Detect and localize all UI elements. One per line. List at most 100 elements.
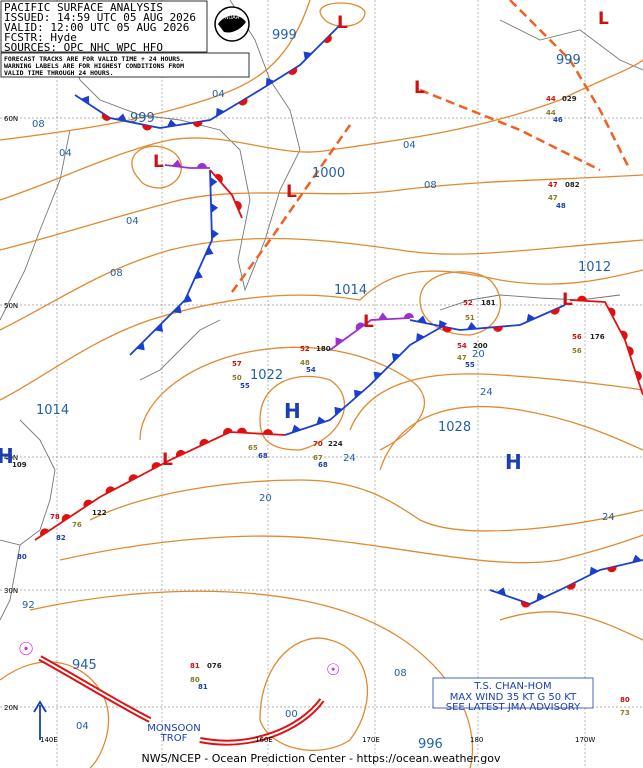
- front-triangle: [335, 337, 344, 346]
- isobar-label: 00: [285, 709, 298, 720]
- front-semicircle: [323, 34, 332, 44]
- pressure-label: 996: [418, 737, 443, 752]
- front-triangle: [80, 95, 90, 105]
- front-semicircle: [175, 449, 186, 458]
- pressure-label: 1000: [312, 166, 345, 181]
- grid-label: 170W: [575, 736, 595, 744]
- station-value: 55: [465, 361, 475, 369]
- front-triangle: [536, 592, 546, 602]
- front-triangle: [334, 406, 343, 416]
- front-semicircle: [287, 67, 298, 75]
- station-value: 81: [190, 662, 200, 670]
- header-line: PACIFIC SURFACE ANALYSIS: [4, 1, 163, 14]
- station-value: 52: [463, 299, 473, 307]
- isobar-label: 20: [259, 493, 272, 504]
- station-value: 76: [72, 521, 82, 529]
- monsoon-trough-inner: [39, 657, 151, 721]
- front-triangle: [183, 293, 193, 303]
- isobar-label: 04: [76, 721, 89, 732]
- front-triangle: [303, 51, 313, 61]
- pressure-label: 1022: [250, 368, 283, 383]
- front-triangle: [216, 107, 225, 117]
- front-triangle: [154, 323, 164, 332]
- front-triangle: [466, 322, 477, 330]
- front-triangle: [194, 270, 203, 280]
- front-line: [509, 0, 632, 171]
- high-center: H: [0, 444, 14, 468]
- front-line: [419, 88, 601, 172]
- front-semicircle: [492, 326, 503, 332]
- grid-label: 40N: [4, 454, 18, 462]
- front-semicircle: [262, 429, 273, 435]
- front-triangle: [632, 554, 642, 563]
- advisory-line: T.S. CHAN-HOM: [473, 681, 551, 692]
- svg-text:NOAA: NOAA: [225, 15, 240, 21]
- front-triangle: [391, 353, 401, 362]
- front-semicircle: [128, 474, 139, 482]
- isobar-label: 08: [394, 668, 407, 679]
- station-value: 52: [300, 345, 310, 353]
- advisory-box: [432, 677, 594, 709]
- station-value: 80: [620, 696, 630, 704]
- front-triangle: [210, 176, 218, 187]
- front-semicircle: [61, 514, 71, 522]
- front-semicircle: [606, 566, 617, 573]
- station-value: 54: [457, 342, 467, 350]
- isobar-label: 24: [343, 453, 356, 464]
- front-line: [569, 299, 643, 396]
- fronts: [34, 0, 643, 746]
- station-value: 81: [198, 683, 208, 691]
- monsoon-trough-inner: [199, 699, 323, 744]
- front-triangle: [172, 304, 182, 314]
- pressure-label: 945: [72, 658, 97, 673]
- station-value: 181: [481, 299, 496, 307]
- pressure-label: 1012: [578, 260, 611, 275]
- front-triangle: [166, 119, 177, 127]
- footer: NWS/NCEP - Ocean Prediction Center - htt…: [141, 752, 501, 765]
- station-value: 51: [465, 314, 475, 322]
- station-value: 47: [548, 194, 558, 202]
- pressure-label: 999: [272, 28, 297, 43]
- pressure-label: 1014: [36, 403, 69, 418]
- note-line: WARNING LABELS ARE FOR HIGHEST CONDITION…: [4, 62, 184, 70]
- svg-text:☉: ☉: [326, 660, 340, 679]
- front-triangle: [205, 246, 214, 256]
- grid-label: 170E: [362, 736, 380, 744]
- isobar-label: 08: [110, 268, 123, 279]
- front-triangle: [416, 315, 427, 324]
- low-center: L: [153, 152, 164, 172]
- front-triangle: [373, 371, 383, 381]
- station-value: 54: [306, 366, 316, 374]
- front-semicircle: [236, 427, 247, 433]
- station-value: 68: [318, 461, 328, 469]
- station-value: 082: [565, 181, 580, 189]
- svg-text:☉: ☉: [18, 639, 34, 660]
- front-semicircle: [197, 163, 207, 168]
- station-value: 48: [300, 359, 310, 367]
- front-triangle: [265, 77, 275, 87]
- isobar-label: 20: [472, 349, 485, 360]
- isobar-label: 24: [602, 512, 615, 523]
- station-value: 122: [92, 509, 107, 517]
- front-semicircle: [142, 124, 153, 131]
- front-semicircle: [40, 528, 50, 537]
- station-value: 68: [258, 452, 268, 460]
- low-center: L: [337, 13, 348, 33]
- noaa-logo: NOAA: [214, 6, 250, 42]
- low-center: L: [562, 290, 573, 310]
- advisory-line: SEE LATEST JMA ADVISORY: [446, 702, 581, 713]
- front-triangle: [526, 313, 536, 323]
- station-value: 73: [620, 709, 630, 717]
- grid-label: 60N: [4, 115, 18, 123]
- grid-label: 30N: [4, 587, 18, 595]
- monsoon-label: TROF: [160, 733, 188, 744]
- front-triangle: [589, 566, 599, 576]
- front-triangle: [291, 424, 302, 433]
- header-line: ISSUED: 14:59 UTC 05 AUG 2026: [4, 11, 196, 24]
- station-value: 65: [248, 444, 258, 452]
- front-semicircle: [214, 174, 223, 183]
- isobar-label: 04: [59, 148, 72, 159]
